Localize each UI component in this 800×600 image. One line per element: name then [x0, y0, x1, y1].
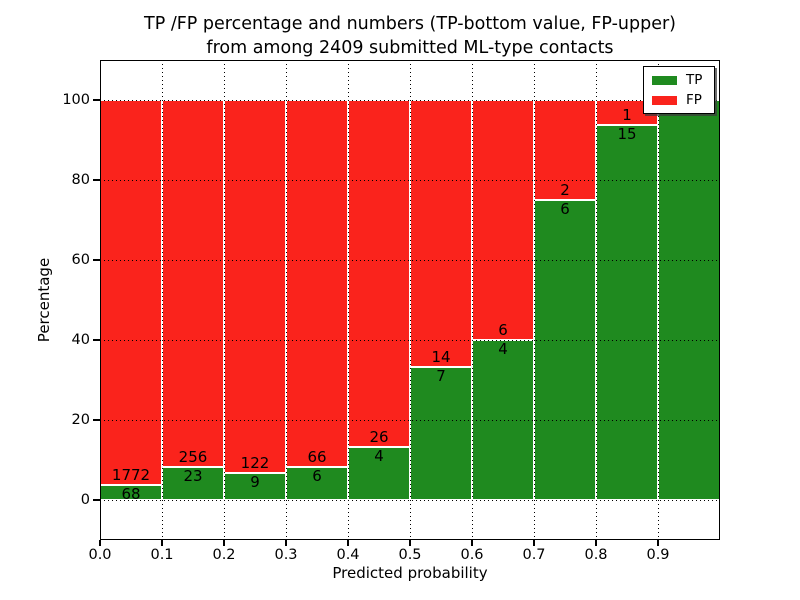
chart-title-line1: TP /FP percentage and numbers (TP-bottom… — [144, 14, 676, 34]
fp-count-label: 26 — [369, 427, 389, 446]
tp-count-label: 9 — [250, 472, 260, 491]
fp-count-label: 66 — [307, 447, 327, 466]
y-tick-mark — [92, 339, 100, 341]
plot-area: TP FP 17726825623122966626414764261152 — [100, 60, 720, 540]
x-gridline — [409, 60, 411, 540]
bar-segment-fp — [348, 100, 410, 447]
bar-segment-fp — [162, 100, 224, 468]
x-tick-mark — [223, 540, 225, 546]
x-tick-mark — [595, 540, 597, 546]
fp-legend-label: FP — [686, 92, 702, 108]
x-tick-label: 0.8 — [584, 547, 608, 563]
x-axis-label: Predicted probability — [332, 564, 488, 582]
x-tick-label: 0.0 — [88, 547, 112, 563]
x-tick-mark — [533, 540, 535, 546]
fp-count-label: 6 — [498, 321, 508, 339]
y-tick-label: 0 — [80, 492, 90, 508]
bar-segment-fp — [100, 100, 162, 486]
chart-title: TP /FP percentage and numbers (TP-bottom… — [100, 12, 720, 60]
x-gridline — [223, 60, 225, 540]
bar-segment-fp — [224, 100, 286, 473]
y-tick-label: 100 — [62, 92, 90, 108]
y-tick-label: 20 — [71, 412, 90, 428]
x-gridline — [161, 60, 163, 540]
tp-count-label: 15 — [617, 125, 637, 143]
y-tick-mark — [92, 99, 100, 101]
x-tick-mark — [409, 540, 411, 546]
fp-count-label: 1 — [622, 106, 632, 124]
x-tick-mark — [471, 540, 473, 546]
tp-count-label: 6 — [560, 200, 570, 218]
x-tick-label: 0.7 — [522, 547, 546, 563]
bar-segment-tp — [534, 200, 596, 500]
chart-title-line2: from among 2409 submitted ML-type contac… — [206, 38, 614, 58]
x-tick-label: 0.9 — [646, 547, 670, 563]
x-tick-mark — [99, 540, 101, 546]
x-gridline — [471, 60, 473, 540]
bar-segment-tp — [224, 472, 286, 500]
bar-segment-tp — [410, 366, 472, 500]
x-gridline — [595, 60, 597, 540]
bar-segment-tp — [286, 466, 348, 500]
bar-segment-tp — [596, 125, 658, 500]
fp-count-label: 122 — [240, 453, 270, 472]
bar-segment-tp — [658, 100, 720, 500]
x-tick-label: 0.2 — [212, 547, 236, 563]
tp-legend-label: TP — [686, 72, 703, 88]
fp-count-label: 14 — [431, 347, 451, 366]
tp-count-label: 68 — [121, 485, 141, 504]
bar-segment-tp — [162, 467, 224, 500]
fp-legend-swatch — [652, 95, 677, 105]
legend-item-tp: TP — [652, 73, 706, 87]
x-gridline — [285, 60, 287, 540]
y-tick-mark — [92, 259, 100, 261]
x-tick-mark — [657, 540, 659, 546]
x-gridline — [533, 60, 535, 540]
y-axis-label: Percentage — [35, 257, 53, 343]
y-tick-mark — [92, 499, 100, 501]
tp-legend-swatch — [652, 75, 677, 85]
y-tick-label: 80 — [71, 172, 90, 188]
fp-count-label: 256 — [178, 448, 208, 467]
x-gridline — [347, 60, 349, 540]
x-tick-mark — [347, 540, 349, 546]
tp-count-label: 7 — [436, 366, 446, 385]
y-tick-mark — [92, 419, 100, 421]
x-tick-label: 0.3 — [274, 547, 298, 563]
tp-count-label: 23 — [183, 467, 203, 486]
tp-count-label: 4 — [498, 340, 508, 358]
fp-count-label: 1772 — [111, 466, 151, 485]
bar-segment-fp — [286, 100, 348, 467]
x-tick-label: 0.4 — [336, 547, 360, 563]
x-tick-label: 0.1 — [150, 547, 174, 563]
legend: TP FP — [643, 66, 715, 114]
x-tick-mark — [285, 540, 287, 546]
y-tick-label: 60 — [71, 252, 90, 268]
tp-count-label: 6 — [312, 466, 322, 485]
x-tick-mark — [161, 540, 163, 546]
x-tick-label: 0.6 — [460, 547, 484, 563]
y-tick-mark — [92, 179, 100, 181]
y-tick-label: 40 — [71, 332, 90, 348]
bar-segment-fp — [472, 100, 534, 340]
x-tick-label: 0.5 — [398, 547, 422, 563]
x-gridline — [657, 60, 659, 540]
fp-count-label: 2 — [560, 181, 570, 199]
tp-count-label: 4 — [374, 446, 384, 465]
legend-item-fp: FP — [652, 93, 706, 107]
bar-segment-fp — [410, 100, 472, 367]
